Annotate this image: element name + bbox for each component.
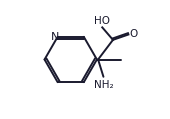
Text: NH₂: NH₂	[94, 80, 114, 90]
Text: HO: HO	[94, 16, 110, 26]
Text: O: O	[130, 29, 138, 39]
Text: N: N	[50, 32, 59, 42]
